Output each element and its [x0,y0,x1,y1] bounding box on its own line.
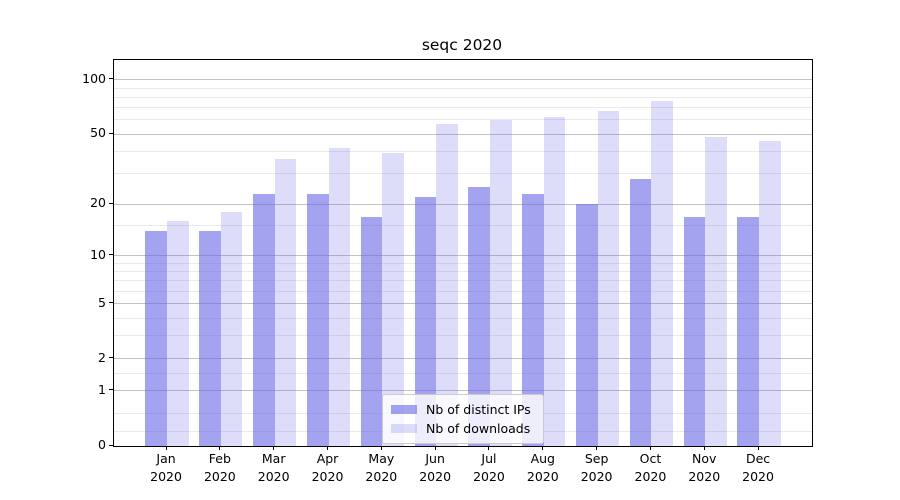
y-tick-label-50: 50 [90,125,106,140]
gridline-minor-70 [114,107,812,109]
x-tick-mark-jun [434,446,436,450]
x-tick-mark-jan [165,446,167,450]
plot-area: Nb of distinct IPs Nb of downloads [113,59,813,447]
bar-distinct-ips-feb [199,231,221,446]
bar-downloads-sep [597,111,620,446]
bar-distinct-ips-aug [522,193,544,446]
bar-distinct-ips-apr [306,193,329,446]
bar-downloads-jul [489,119,512,446]
x-tick-mark-apr [327,446,328,450]
x-tick-mark-jul [488,446,490,450]
x-tick-mark-mar [273,446,275,450]
bar-distinct-ips-jan [145,231,168,446]
gridline-minor-1.5 [114,372,812,374]
bar-distinct-ips-mar [253,193,275,446]
bar-downloads-nov [705,137,727,446]
x-tick-mark-nov [703,446,705,450]
gridline-minor-4 [114,317,812,319]
bar-distinct-ips-nov [683,216,706,446]
y-tick-mark-20 [109,202,113,204]
gridline-minor-15 [114,225,812,227]
y-tick-mark-100 [109,78,113,80]
bar-downloads-jun [436,123,458,446]
gridline-major-20 [114,203,812,205]
x-tick-mark-aug [542,446,544,450]
x-tick-label-jan: Jan 2020 [150,451,182,484]
bar-downloads-aug [543,117,566,446]
legend-entry-distinct-ips: Nb of distinct IPs [391,400,535,419]
bar-distinct-ips-oct [629,178,652,446]
gridline-minor-90 [114,87,812,89]
x-tick-mark-may [380,446,382,450]
x-tick-label-mar: Mar 2020 [257,451,290,484]
bar-distinct-ips-sep [576,204,598,446]
x-tick-label-oct: Oct 2020 [634,451,667,484]
y-tick-label-100: 100 [82,70,106,86]
legend-entry-downloads: Nb of downloads [391,419,535,438]
x-tick-mark-dec [757,446,759,450]
x-tick-mark-oct [649,446,651,450]
y-tick-label-20: 20 [90,195,106,211]
bar-downloads-feb [220,212,243,446]
y-tick-label-1: 1 [98,381,106,397]
y-tick-label-10: 10 [90,246,106,262]
x-tick-label-may: May 2020 [365,451,398,484]
gridline-major-50 [114,133,812,135]
bar-downloads-oct [651,101,674,446]
bar-downloads-may [382,153,404,446]
gridline-minor-40 [114,150,812,152]
x-tick-label-jul: Jul 2020 [473,451,505,484]
chart-title: seqc 2020 [421,36,503,54]
legend-label-distinct-ips: Nb of distinct IPs [426,402,531,417]
x-tick-label-jun: Jun 2020 [419,451,452,484]
bar-downloads-jan [167,221,189,446]
bar-downloads-apr [328,147,351,446]
x-tick-mark-feb [219,446,221,450]
bar-distinct-ips-jul [468,187,490,446]
gridline-major-5 [114,303,812,305]
x-tick-label-nov: Nov 2020 [688,451,721,484]
gridline-major-10 [114,255,812,257]
legend-label-downloads: Nb of downloads [426,421,531,436]
gridline-minor-60 [114,119,812,121]
gridline-minor-80 [114,96,812,98]
y-tick-mark-0 [109,444,113,446]
y-tick-mark-50 [109,132,113,134]
y-axis-tick-labels: 100 50 20 10 5 2 1 0 [0,0,106,500]
gridline-minor-7 [114,280,812,282]
y-tick-mark-10 [109,254,113,256]
x-tick-label-feb: Feb 2020 [203,451,236,484]
y-tick-label-5: 5 [98,294,106,310]
bar-downloads-mar [274,159,297,446]
y-tick-mark-1 [109,389,113,391]
x-tick-label-aug: Aug 2020 [526,451,559,484]
bar-distinct-ips-dec [737,216,760,446]
gridline-major-2 [114,358,812,360]
gridline-major-100 [114,79,812,81]
bar-distinct-ips-may [360,216,383,446]
x-tick-label-apr: Apr 2020 [311,451,344,484]
gridline-minor-8 [114,271,812,273]
x-tick-mark-sep [596,446,598,450]
x-tick-label-dec: Dec 2020 [742,451,774,484]
legend-patch-distinct-ips [391,404,417,415]
gridline-major-1 [114,390,812,392]
y-tick-mark-2 [109,357,113,359]
legend: Nb of distinct IPs Nb of downloads [382,394,544,444]
legend-patch-downloads [391,423,417,434]
gridline-minor-3 [114,335,812,337]
bar-distinct-ips-jun [414,197,437,446]
y-tick-label-0: 0 [98,437,106,452]
x-tick-label-sep: Sep 2020 [580,451,613,484]
bar-downloads-dec [759,140,781,446]
y-tick-label-2: 2 [98,349,106,365]
gridline-minor-6 [114,291,812,293]
gridline-minor-30 [114,173,812,174]
gridline-minor-9 [114,262,812,264]
y-tick-mark-5 [109,302,113,304]
